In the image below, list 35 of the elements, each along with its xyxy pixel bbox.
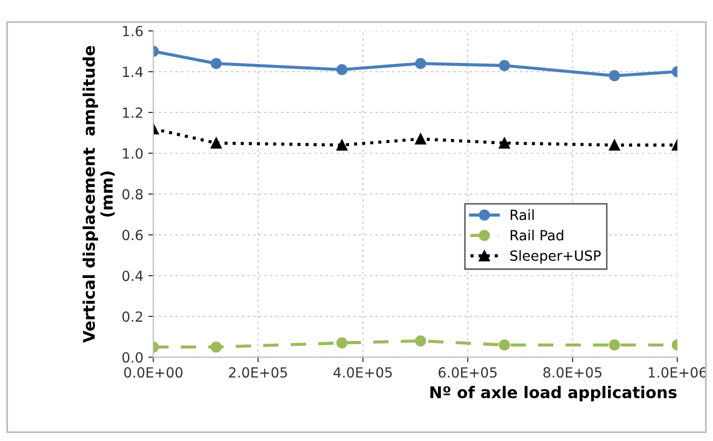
point	[336, 337, 348, 348]
point	[336, 64, 348, 76]
point	[415, 133, 426, 145]
legend-label: Rail Pad	[510, 230, 564, 240]
x-tick-label: 6.0E+05	[438, 367, 497, 378]
point	[210, 341, 222, 353]
point	[608, 339, 620, 351]
legend-label: Rail	[510, 209, 534, 220]
point	[498, 339, 510, 351]
y-tick-label: 1.0	[123, 148, 143, 159]
point	[498, 60, 510, 72]
y-axis-title: Vertical displacement amplitude (mm)	[82, 46, 115, 343]
x-tick-label: 0.0E+00	[124, 367, 182, 378]
point	[210, 137, 222, 149]
legend-label: Sleeper+USP	[510, 250, 601, 264]
point	[415, 58, 426, 70]
x-tick-label: 8.0E+05	[543, 367, 602, 378]
x-axis-title: Nº of axle load applications	[430, 386, 677, 402]
y-tick-label: 0.8	[122, 189, 143, 200]
point	[336, 140, 348, 151]
y-tick-label: 0.4	[122, 270, 143, 282]
y-tick-label: 1.6	[123, 26, 143, 36]
x-tick-label: 4.0E+05	[334, 367, 392, 378]
y-tick-label: 0.0	[122, 352, 143, 363]
y-tick-label: 1.2	[123, 107, 142, 118]
y-tick-label: 1.4	[123, 66, 143, 77]
y-tick-label: 0.6	[122, 230, 143, 240]
y-tick-label: 0.2	[122, 311, 142, 322]
x-tick-label: 1.0E+06	[648, 367, 707, 378]
point	[608, 140, 620, 151]
point	[415, 335, 426, 346]
point	[498, 137, 510, 149]
point	[210, 58, 222, 70]
x-tick-label: 2.0E+05	[229, 367, 287, 378]
point	[608, 70, 620, 82]
